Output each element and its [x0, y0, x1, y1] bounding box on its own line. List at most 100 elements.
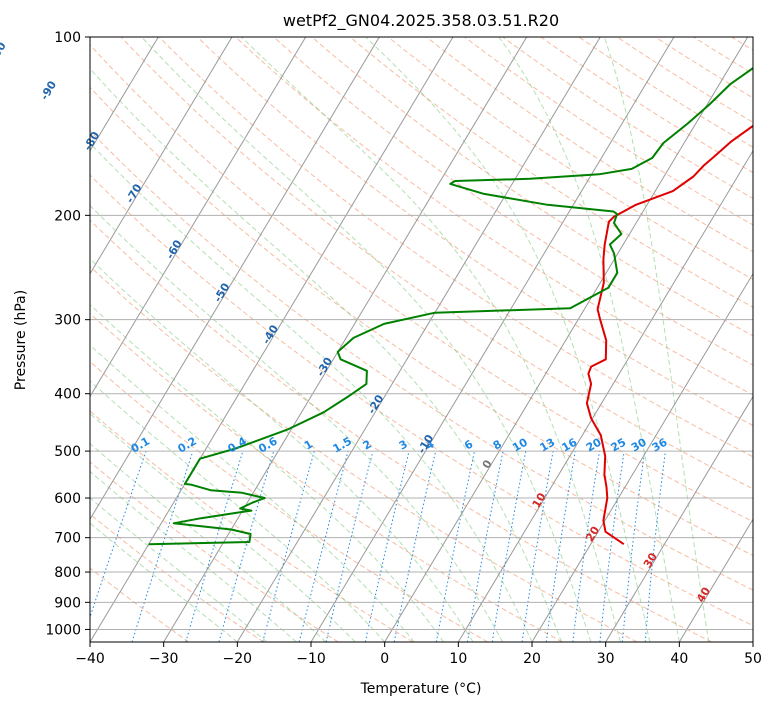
mixing-ratio-line — [131, 450, 194, 642]
mixing-ratio-line — [262, 450, 315, 642]
moist-adiabat — [90, 304, 444, 642]
isotherm-label: -10 — [415, 432, 437, 456]
x-tick-label: 40 — [670, 651, 688, 667]
mixing-ratio-label: 1 — [302, 438, 315, 453]
mixing-ratio-label: 8 — [491, 438, 504, 453]
dry-adiabat — [90, 44, 753, 523]
mixing-ratio-label: 13 — [537, 436, 557, 455]
x-tick-label: 30 — [597, 651, 615, 667]
mixing-ratio-line — [364, 450, 410, 642]
moist-adiabat — [241, 37, 621, 642]
isotherm-label: -40 — [260, 322, 282, 346]
mixing-ratio-label: 36 — [650, 435, 670, 454]
chart-title: wetPf2_GN04.2025.358.03.51.R20 — [283, 11, 559, 31]
moist-adiabat — [498, 37, 680, 642]
moist-adiabat — [90, 413, 356, 642]
isotherm-label-warm: 10 — [530, 490, 549, 510]
moist-adiabat — [90, 522, 238, 642]
isotherm-line — [90, 37, 233, 275]
dry-adiabat — [311, 37, 753, 337]
isotherm-label: -20 — [365, 392, 387, 416]
dry-adiabat — [90, 219, 712, 642]
isotherm-line — [531, 272, 753, 642]
x-tick-label: −10 — [296, 651, 326, 667]
isotherm-label-warm: 20 — [583, 524, 602, 544]
y-tick-label: 200 — [54, 208, 81, 224]
x-axis-label: Temperature (°C) — [360, 681, 482, 697]
y-tick-label: 100 — [54, 30, 81, 46]
moist-adiabat — [90, 142, 533, 642]
dry-adiabat — [90, 86, 753, 557]
dry-adiabat — [90, 130, 753, 591]
isotherm-line — [90, 37, 159, 152]
temperature-profile — [585, 124, 753, 546]
isotherm-label: -30 — [314, 355, 336, 379]
dry-adiabat — [540, 37, 753, 174]
y-tick-label: 400 — [54, 387, 81, 403]
mixing-ratio-label: 25 — [609, 436, 629, 455]
dry-adiabat — [349, 37, 753, 308]
mixing-ratio-line — [218, 450, 275, 642]
x-tick-label: 10 — [449, 651, 467, 667]
mixing-ratio-label: 0.1 — [129, 435, 152, 456]
dry-adiabat — [655, 37, 753, 99]
mixing-ratio-label: 10 — [510, 435, 530, 454]
dry-adiabat — [273, 37, 753, 366]
dry-adiabat — [90, 265, 638, 642]
isotherm-label-warm: 30 — [641, 550, 660, 570]
moist-adiabat — [141, 37, 592, 642]
isotherm-line — [310, 37, 675, 642]
mixing-ratio-line — [599, 451, 625, 642]
mixing-ratio-label: 6 — [462, 437, 475, 452]
mixing-ratio-line — [325, 450, 374, 642]
dry-adiabat — [90, 360, 488, 642]
dry-adiabat — [197, 37, 753, 427]
isotherm-line — [678, 518, 753, 642]
isotherm-line — [457, 149, 753, 642]
y-tick-label: 900 — [54, 595, 81, 611]
background-lines — [90, 37, 753, 642]
dry-adiabat — [90, 513, 264, 642]
y-tick-label: 800 — [54, 565, 81, 581]
x-ticks: −40 −30 −20 −10 0 10 20 30 40 50 — [75, 642, 762, 667]
x-tick-label: −30 — [149, 651, 179, 667]
isotherm-label: -60 — [163, 237, 185, 261]
mixing-ratio-label: 0.4 — [225, 434, 249, 455]
mixing-ratio-line — [185, 450, 244, 642]
y-tick-label: 500 — [54, 444, 81, 460]
mixing-ratio-label: 0.2 — [175, 435, 198, 456]
plot-frame — [89, 36, 754, 643]
mixing-ratio-line — [644, 451, 666, 642]
moist-adiabat — [90, 470, 297, 642]
mixing-ratio-line — [521, 451, 554, 642]
isotherm-label: -70 — [123, 181, 145, 205]
y-axis-label: Pressure (hPa) — [13, 290, 29, 390]
isotherm-label: -80 — [81, 129, 103, 153]
series-lines — [148, 66, 753, 546]
mixing-ratio-label: 0.6 — [256, 434, 280, 455]
dry-adiabat — [426, 37, 753, 253]
isotherm-line — [236, 37, 601, 642]
dry-adiabat — [90, 174, 753, 627]
isotherm-line — [163, 37, 528, 642]
dry-adiabat — [120, 37, 753, 490]
dewpoint-profile — [148, 66, 753, 546]
isotherm-label-zero: 0 — [480, 457, 495, 471]
mixing-ratio-line — [572, 451, 600, 642]
moist-adiabat — [90, 204, 503, 642]
isotherm-line — [90, 37, 380, 521]
x-tick-label: 50 — [744, 651, 762, 667]
isotherm-label: -50 — [211, 281, 233, 305]
moist-adiabat — [90, 380, 386, 642]
y-tick-label: 600 — [54, 491, 81, 507]
mixing-ratio-line — [393, 450, 437, 642]
mixing-ratio-line — [298, 450, 349, 642]
isotherm-line — [90, 37, 454, 642]
dry-adiabat — [158, 37, 753, 458]
isotherm-line — [605, 395, 753, 642]
dry-adiabat — [90, 312, 563, 642]
moist-adiabat — [365, 37, 651, 642]
line-labels: 0.1 0.2 0.4 0.6 1 1.5 2 3 4 6 8 10 13 16 20 25 30 36-100-… — [0, 40, 713, 605]
dry-adiabat — [90, 461, 339, 642]
dry-adiabat — [387, 37, 753, 280]
